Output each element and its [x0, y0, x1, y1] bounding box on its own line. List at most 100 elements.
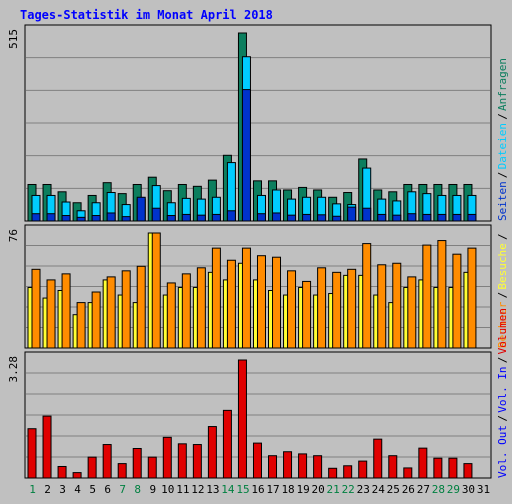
bar-seiten-day-7	[121, 216, 131, 222]
bar-volumen-day-7	[117, 463, 127, 479]
x-tick-label: 8	[134, 483, 141, 496]
bar-seiten-day-23	[362, 207, 372, 222]
bar-rechner-day-20	[317, 267, 327, 349]
bar-volumen-day-12	[192, 444, 202, 479]
panel-2-ymax-label: 76	[7, 229, 20, 242]
bar-rechner-day-27	[422, 244, 432, 349]
bar-rechner-day-9	[151, 232, 161, 349]
bar-volumen-day-13	[207, 426, 217, 479]
legend-label-panel-3: /	[496, 357, 509, 364]
bar-volumen-day-21	[328, 467, 338, 479]
legend-label-panel-2: /	[496, 292, 509, 299]
x-tick-label: 7	[119, 483, 126, 496]
legend-label-panel-3: Volumen	[496, 308, 509, 354]
bar-rechner-day-8	[136, 265, 146, 349]
bar-rechner-day-25	[392, 262, 402, 349]
bar-seiten-day-4	[76, 216, 86, 222]
bar-volumen-day-27	[418, 447, 428, 479]
bar-volumen-day-8	[132, 448, 142, 479]
legend-label-panel-2: /	[496, 233, 509, 240]
bar-seiten-day-11	[181, 213, 191, 222]
bar-rechner-day-10	[166, 282, 176, 349]
bar-seiten-day-3	[61, 215, 71, 222]
bar-seiten-day-26	[407, 213, 417, 222]
bar-seiten-day-2	[46, 213, 56, 222]
bar-volumen-day-3	[57, 465, 67, 479]
bar-rechner-day-24	[377, 264, 387, 349]
bar-seiten-day-16	[256, 213, 266, 222]
x-tick-label: 28	[432, 483, 445, 496]
bar-seiten-day-13	[211, 213, 221, 222]
x-tick-label: 19	[296, 483, 309, 496]
bar-rechner-day-4	[76, 302, 86, 349]
bar-volumen-day-18	[283, 451, 293, 479]
x-tick-label: 14	[221, 483, 235, 496]
bar-volumen-day-2	[42, 415, 52, 479]
legend-label-panel-1: Dateien	[496, 123, 509, 169]
x-tick-label: 20	[312, 483, 325, 496]
bar-volumen-day-6	[102, 444, 112, 479]
panel-3-ymax-label: 3.28	[7, 356, 20, 383]
bar-volumen-day-1	[27, 428, 37, 479]
bar-rechner-day-6	[106, 276, 116, 349]
chart-title: Tages-Statistik im Monat April 2018	[20, 8, 273, 22]
bar-rechner-day-23	[362, 243, 372, 349]
bar-seiten-day-10	[166, 215, 176, 222]
bar-rechner-day-13	[211, 247, 221, 349]
bar-rechner-day-12	[196, 267, 206, 349]
bar-rechner-day-22	[347, 268, 357, 349]
bar-rechner-day-16	[256, 255, 266, 349]
bar-seiten-day-24	[377, 213, 387, 222]
x-tick-label: 30	[462, 483, 475, 496]
x-tick-label: 16	[251, 483, 264, 496]
bar-rechner-day-19	[302, 280, 312, 349]
bar-rechner-day-15	[241, 247, 251, 349]
x-tick-label: 29	[447, 483, 460, 496]
bar-seiten-day-18	[287, 214, 297, 222]
legend-label-panel-1: /	[496, 113, 509, 120]
bar-rechner-day-5	[91, 291, 101, 349]
bar-rechner-day-26	[407, 276, 417, 349]
bar-seiten-day-15	[241, 89, 251, 222]
bar-volumen-day-5	[87, 456, 97, 479]
bar-volumen-day-15	[237, 359, 247, 479]
bar-rechner-day-11	[181, 273, 191, 349]
legend-label-panel-1: Anfragen	[496, 58, 509, 111]
bar-volumen-day-24	[373, 438, 383, 479]
x-tick-label: 21	[327, 483, 340, 496]
bar-volumen-day-26	[403, 467, 413, 479]
bar-seiten-day-12	[196, 214, 206, 222]
x-tick-label: 10	[161, 483, 174, 496]
bar-rechner-day-30	[467, 247, 477, 349]
x-tick-label: 12	[191, 483, 204, 496]
x-tick-label: 25	[387, 483, 400, 496]
bar-seiten-day-1	[31, 213, 41, 222]
bar-seiten-day-14	[226, 210, 236, 222]
x-tick-label: 31	[477, 483, 490, 496]
x-tick-label: 4	[74, 483, 81, 496]
bar-seiten-day-9	[151, 207, 161, 222]
bar-seiten-day-22	[347, 206, 357, 222]
x-tick-label: 18	[281, 483, 294, 496]
bar-volumen-day-9	[147, 456, 157, 479]
x-tick-label: 17	[266, 483, 279, 496]
bar-volumen-day-4	[72, 472, 82, 479]
bar-seiten-day-30	[467, 213, 477, 222]
x-tick-label: 15	[236, 483, 249, 496]
bar-volumen-day-14	[222, 409, 232, 479]
bar-volumen-day-19	[298, 453, 308, 479]
bar-seiten-day-21	[332, 215, 342, 222]
x-tick-label: 22	[342, 483, 355, 496]
legend-label-panel-3: Vol. Out	[496, 425, 509, 478]
x-tick-label: 9	[149, 483, 156, 496]
legend-label-panel-3: /	[496, 415, 509, 422]
bar-rechner-day-7	[121, 270, 131, 349]
bar-seiten-day-29	[452, 213, 462, 222]
bar-volumen-day-10	[162, 436, 172, 479]
x-tick-label: 23	[357, 483, 370, 496]
legend-label-panel-2: Rechner	[496, 301, 509, 348]
x-tick-label: 11	[176, 483, 189, 496]
bar-rechner-day-17	[272, 256, 282, 349]
